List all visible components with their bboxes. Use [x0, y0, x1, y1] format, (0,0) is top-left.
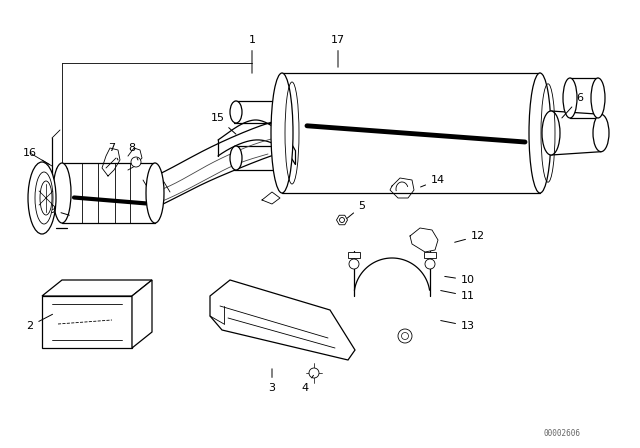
Circle shape: [398, 329, 412, 343]
Ellipse shape: [28, 162, 56, 234]
Text: 3: 3: [269, 369, 275, 393]
Text: 4: 4: [301, 375, 314, 393]
Ellipse shape: [563, 78, 577, 118]
Text: 1: 1: [248, 35, 255, 73]
Text: 5: 5: [347, 201, 365, 218]
Polygon shape: [42, 296, 132, 348]
Circle shape: [425, 259, 435, 269]
Text: 9: 9: [49, 205, 69, 215]
Text: 15: 15: [211, 113, 236, 134]
Polygon shape: [42, 280, 152, 296]
Ellipse shape: [230, 146, 242, 170]
Ellipse shape: [35, 172, 53, 224]
Polygon shape: [132, 280, 152, 348]
Text: 16: 16: [23, 148, 50, 164]
Circle shape: [131, 157, 141, 167]
Ellipse shape: [542, 111, 560, 155]
Bar: [424, 252, 436, 258]
Ellipse shape: [529, 73, 551, 193]
Ellipse shape: [146, 163, 164, 223]
Text: 17: 17: [331, 35, 345, 67]
Text: 11: 11: [441, 291, 475, 301]
Circle shape: [401, 332, 408, 340]
Text: 8: 8: [129, 143, 138, 160]
Ellipse shape: [271, 73, 293, 193]
Bar: [348, 252, 360, 258]
Ellipse shape: [53, 163, 71, 223]
Circle shape: [349, 259, 359, 269]
Circle shape: [339, 217, 344, 223]
Ellipse shape: [40, 181, 52, 215]
Text: 7: 7: [108, 143, 118, 160]
Text: 2: 2: [26, 314, 52, 331]
Ellipse shape: [591, 78, 605, 118]
Circle shape: [309, 368, 319, 378]
Text: 6: 6: [562, 93, 584, 118]
Text: 14: 14: [420, 175, 445, 187]
Polygon shape: [210, 280, 355, 360]
Text: 12: 12: [454, 231, 485, 242]
Text: 00002606: 00002606: [543, 429, 580, 438]
Text: 10: 10: [445, 275, 475, 285]
Text: 13: 13: [441, 321, 475, 331]
Ellipse shape: [230, 101, 242, 123]
Ellipse shape: [593, 114, 609, 152]
